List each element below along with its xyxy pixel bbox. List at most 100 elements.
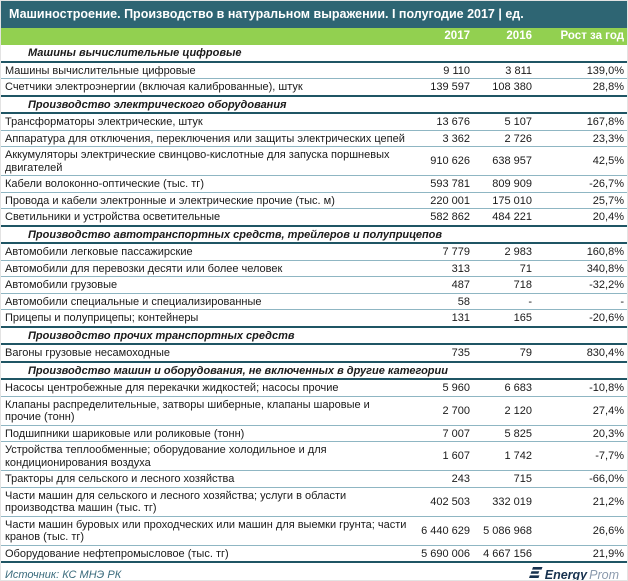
table-row: Кабели волоконно-оптические (тыс. тг) 593… [1,175,627,193]
row-value-growth: 160,8% [537,243,627,261]
row-value-growth: 25,7% [537,192,627,209]
row-value-2016: 2 726 [475,130,537,147]
row-label: Счетчики электроэнергии (включая калибро… [1,78,411,96]
row-label: Светильники и устройства осветительные [1,208,411,226]
row-value-2017: 13 676 [411,113,475,131]
row-value-2017: 139 597 [411,78,475,96]
row-value-2017: 5 690 006 [411,545,475,563]
row-value-growth: - [537,293,627,310]
row-label: Автомобили грузовые [1,276,411,294]
row-value-growth: 830,4% [537,344,627,362]
row-value-2016: 71 [475,260,537,277]
row-value-2016: 2 120 [475,396,537,426]
report-title: Машиностроение. Производство в натуральн… [9,7,524,21]
production-table: 2017 2016 Рост за год Машины вычислитель… [1,28,627,563]
section-header: Производство автотранспортных средств, т… [1,224,627,244]
row-value-growth: 28,8% [537,78,627,96]
row-value-2016: 79 [475,344,537,362]
row-value-2017: 487 [411,276,475,294]
row-label: Части машин буровых или проходческих или… [1,516,411,546]
row-value-2016: 718 [475,276,537,294]
section-header: Машины вычислительные цифровые [1,45,627,63]
row-label: Части машин для сельского и лесного хозя… [1,487,411,517]
row-label: Устройства теплообменные; оборудование х… [1,441,411,471]
row-label: Подшипники шариковые или роликовые (тонн… [1,425,411,442]
table-row: Оборудование нефтепромысловое (тыс. тг) 5… [1,545,627,563]
row-value-2017: 735 [411,344,475,362]
row-value-2017: 1 607 [411,441,475,471]
row-value-2017: 58 [411,293,475,310]
row-value-2017: 3 362 [411,130,475,147]
row-value-growth: 21,9% [537,545,627,563]
row-value-growth: 23,3% [537,130,627,147]
table-row: Прицепы и полуприцепы; контейнеры 131 165-… [1,309,627,327]
column-header-indicator [1,28,411,45]
row-value-2016: 6 683 [475,379,537,397]
column-header-growth: Рост за год [537,28,627,45]
row-value-growth: -26,7% [537,175,627,193]
row-value-growth: -32,2% [537,276,627,294]
row-value-2017: 7 779 [411,243,475,261]
row-value-growth: 42,5% [537,146,627,176]
row-label: Тракторы для сельского и лесного хозяйст… [1,470,411,488]
table-row: Устройства теплообменные; оборудование х… [1,441,627,471]
column-header-2017: 2017 [411,28,475,45]
row-value-2017: 313 [411,260,475,277]
row-value-2016: 715 [475,470,537,488]
row-value-2016: 638 957 [475,146,537,176]
row-label: Машины вычислительные цифровые [1,61,411,79]
row-value-growth: -10,8% [537,379,627,397]
table-row: Машины вычислительные цифровые 9 110 3 811… [1,61,627,79]
section-row: Производство прочих транспортных средств [1,325,627,345]
table-row: Насосы центробежные для перекачки жидкос… [1,379,627,397]
energyprom-logo: Energy Prom [528,566,619,581]
table-row: Автомобили грузовые 487 718 -32,2% [1,276,627,294]
row-value-growth: -7,7% [537,441,627,471]
logo-text-energy: Energy [544,568,588,581]
row-value-2017: 910 626 [411,146,475,176]
row-value-2016: 175 010 [475,192,537,209]
source-note: Источник: КС МНЭ РК [5,569,122,581]
table-row: Тракторы для сельского и лесного хозяйст… [1,470,627,488]
row-value-growth: -20,6% [537,309,627,327]
report-footer: Источник: КС МНЭ РК Energy Prom [1,563,627,581]
table-row: Автомобили для перевозки десяти или боле… [1,260,627,277]
row-value-growth: -66,0% [537,470,627,488]
row-label: Провода и кабели электронные и электриче… [1,192,411,209]
year-header-row: 2017 2016 Рост за год [1,28,627,45]
energyprom-stripes-icon [528,566,543,580]
row-value-2017: 2 700 [411,396,475,426]
column-header-2016: 2016 [475,28,537,45]
row-value-2016: 5 107 [475,113,537,131]
row-value-2016: 165 [475,309,537,327]
table-row: Провода и кабели электронные и электриче… [1,192,627,209]
row-value-2017: 7 007 [411,425,475,442]
row-value-growth: 20,4% [537,208,627,226]
table-row: Трансформаторы электрические, штук 13 676… [1,113,627,131]
row-value-2016: 4 667 156 [475,545,537,563]
row-value-2016: 1 742 [475,441,537,471]
row-value-2017: 9 110 [411,61,475,79]
row-label: Аппаратура для отключения, переключения … [1,130,411,147]
table-row: Части машин буровых или проходческих или… [1,516,627,546]
row-value-2017: 243 [411,470,475,488]
row-value-growth: 20,3% [537,425,627,442]
section-row: Машины вычислительные цифровые [1,45,627,63]
table-row: Вагоны грузовые несамоходные 735 79 830,4% [1,344,627,362]
row-value-growth: 26,6% [537,516,627,546]
row-value-growth: 27,4% [537,396,627,426]
row-value-growth: 340,8% [537,260,627,277]
row-label: Оборудование нефтепромысловое (тыс. тг) [1,545,411,563]
table-row: Части машин для сельского и лесного хозя… [1,487,627,517]
row-label: Насосы центробежные для перекачки жидкос… [1,379,411,397]
section-header: Производство прочих транспортных средств [1,325,627,345]
row-value-2016: - [475,293,537,310]
row-value-growth: 139,0% [537,61,627,79]
row-label: Автомобили легковые пассажирские [1,243,411,261]
row-value-2017: 402 503 [411,487,475,517]
table-row: Клапаны распределительные, затворы шибер… [1,396,627,426]
table-row: Аппаратура для отключения, переключения … [1,130,627,147]
row-label: Автомобили для перевозки десяти или боле… [1,260,411,277]
row-value-2016: 809 909 [475,175,537,193]
